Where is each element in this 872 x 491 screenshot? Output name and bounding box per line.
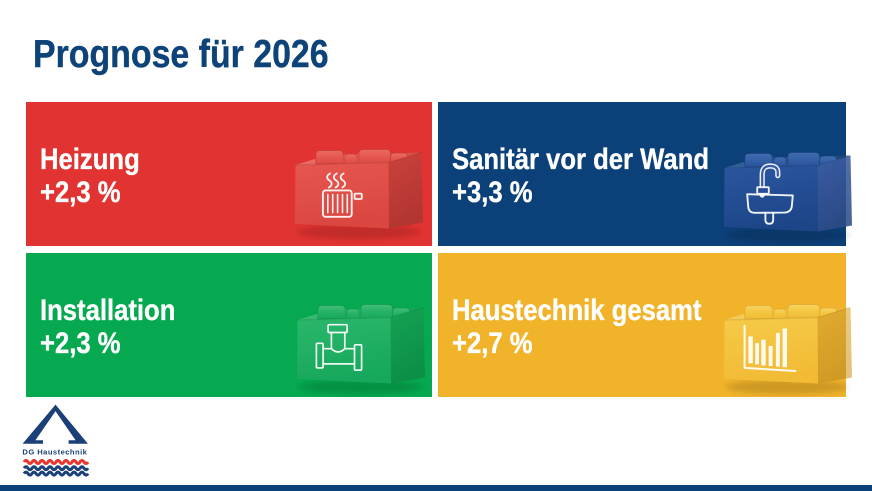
svg-text:DG Haustechnik: DG Haustechnik [22,448,87,457]
